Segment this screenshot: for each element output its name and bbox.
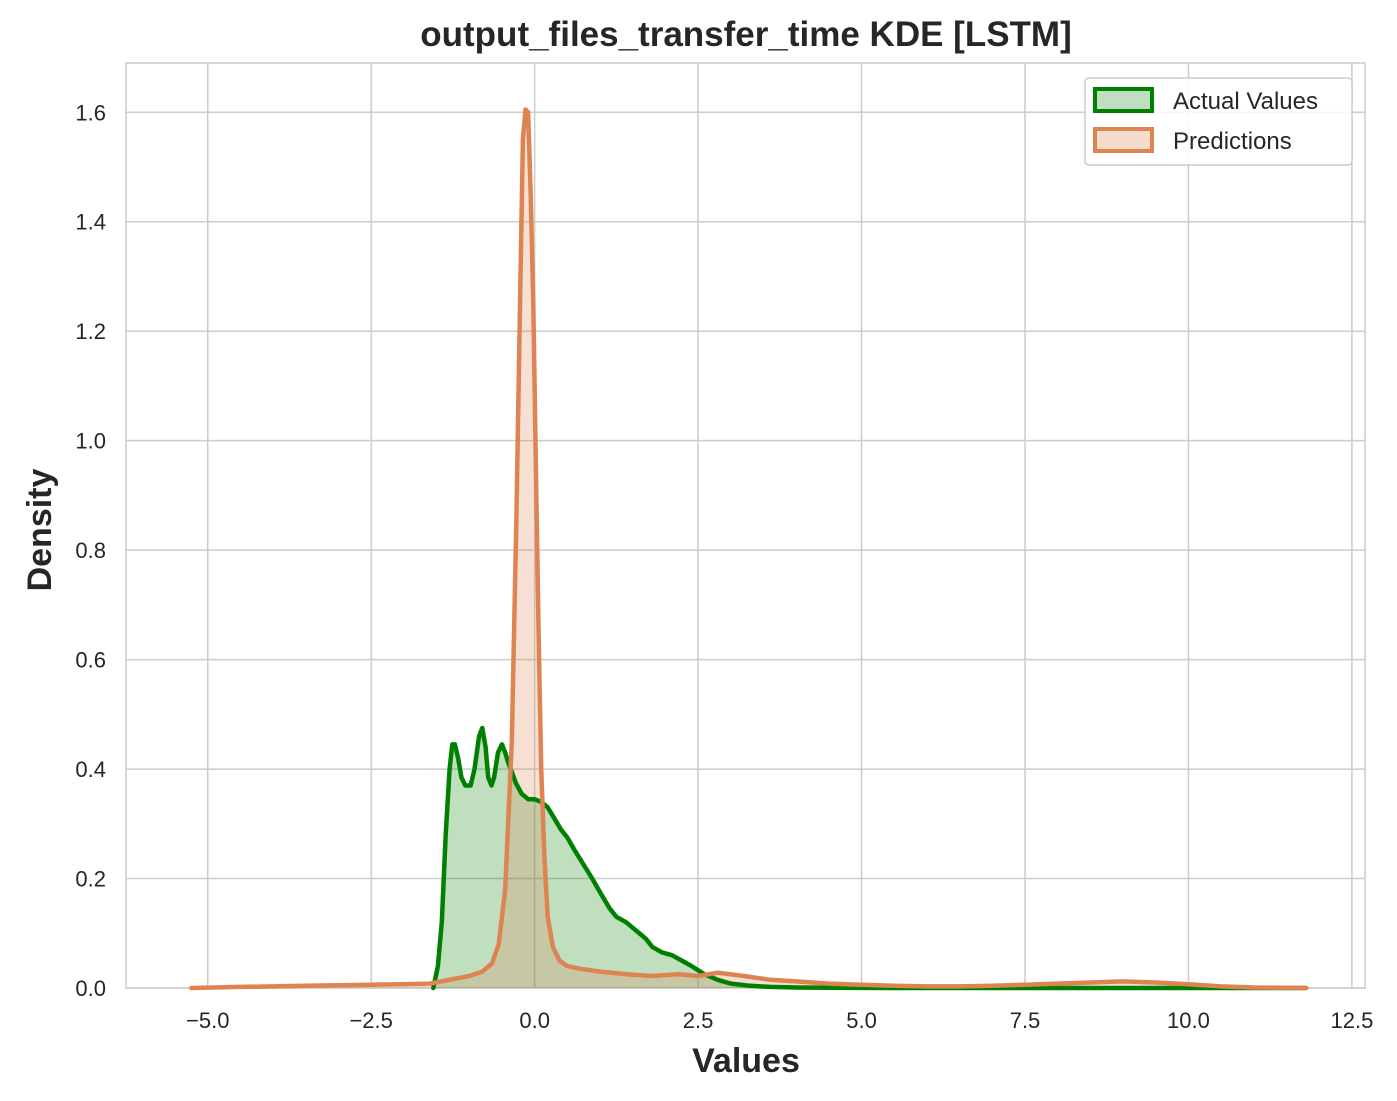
density-line-predictions bbox=[189, 107, 1309, 991]
density-areas bbox=[191, 109, 1307, 988]
x-tick-label: −2.5 bbox=[349, 1008, 392, 1033]
grid-lines bbox=[126, 63, 1365, 989]
y-tick-label: 0.4 bbox=[75, 757, 106, 782]
x-tick-label: −5.0 bbox=[186, 1008, 229, 1033]
legend: Actual Values Predictions bbox=[1084, 77, 1353, 166]
x-axis-label: Values bbox=[692, 1042, 800, 1080]
x-tick-label: 12.5 bbox=[1331, 1008, 1374, 1033]
plot-area bbox=[125, 62, 1366, 989]
y-tick-label: 0.0 bbox=[75, 976, 106, 1001]
x-tick-label: 7.5 bbox=[1010, 1008, 1041, 1033]
y-axis-label: Density bbox=[21, 469, 59, 592]
x-tick-labels: −5.0 −2.5 0.0 2.5 5.0 7.5 10.0 12.5 bbox=[186, 1008, 1373, 1033]
y-tick-label: 0.8 bbox=[75, 538, 106, 563]
x-tick-label: 0.0 bbox=[519, 1008, 550, 1033]
density-lines bbox=[189, 107, 1309, 991]
legend-swatch-predictions bbox=[1093, 127, 1154, 153]
y-tick-label: 0.6 bbox=[75, 648, 106, 673]
legend-label-actual: Actual Values bbox=[1173, 88, 1318, 115]
y-tick-label: 1.0 bbox=[75, 429, 106, 454]
y-tick-labels: 0.0 0.2 0.4 0.6 0.8 1.0 1.2 1.4 1.6 bbox=[75, 100, 106, 1001]
y-tick-label: 0.2 bbox=[75, 867, 106, 892]
x-tick-label: 10.0 bbox=[1167, 1008, 1210, 1033]
y-tick-label: 1.6 bbox=[75, 100, 106, 125]
y-tick-label: 1.4 bbox=[75, 210, 106, 235]
x-tick-label: 2.5 bbox=[683, 1008, 714, 1033]
legend-swatch-actual bbox=[1093, 87, 1154, 113]
y-tick-label: 1.2 bbox=[75, 319, 106, 344]
density-line-actual-values bbox=[431, 725, 1309, 991]
density-area-actual-values bbox=[433, 728, 1307, 988]
legend-label-predictions: Predictions bbox=[1173, 128, 1292, 155]
chart-title: output_files_transfer_time KDE [LSTM] bbox=[420, 15, 1071, 54]
x-tick-label: 5.0 bbox=[846, 1008, 877, 1033]
